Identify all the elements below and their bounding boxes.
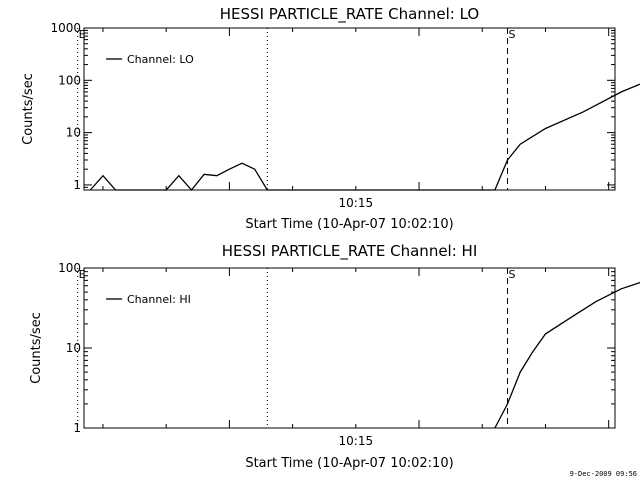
y-axis-label: Counts/sec [29, 312, 44, 384]
y-tick-label: 1000 [50, 21, 81, 35]
x-axis-label: Start Time (10-Apr-07 10:02:10) [245, 217, 453, 232]
x-tick-label: 10:15 [339, 196, 374, 210]
event-marker-label: E [79, 28, 86, 41]
y-tick-label: 1 [73, 421, 81, 435]
y-tick-label: 100 [58, 73, 81, 87]
y-tick-label: 100 [58, 261, 81, 275]
y-axis-label: Counts/sec [21, 73, 36, 145]
y-tick-label: 10 [66, 126, 81, 140]
legend-label: Channel: LO [127, 53, 194, 66]
x-axis-label: Start Time (10-Apr-07 10:02:10) [245, 456, 453, 471]
chart-title: HESSI PARTICLE_RATE Channel: LO [220, 5, 479, 24]
chart-title: HESSI PARTICLE_RATE Channel: HI [222, 242, 478, 261]
series-line [494, 281, 640, 429]
panel-lo: HESSI PARTICLE_RATE Channel: LO Counts/se… [21, 5, 640, 232]
event-marker-label: E [79, 268, 86, 281]
timestamp: 9-Dec-2009 09:56 [570, 470, 637, 478]
event-marker-label: S [509, 28, 516, 41]
y-tick-label: 10 [66, 341, 81, 355]
x-tick-label: 10:15 [339, 434, 374, 448]
panel-hi: HESSI PARTICLE_RATE Channel: HI Counts/se… [29, 242, 640, 471]
series-line [89, 83, 640, 192]
event-marker-label: S [509, 268, 516, 281]
legend-label: Channel: HI [127, 293, 191, 306]
